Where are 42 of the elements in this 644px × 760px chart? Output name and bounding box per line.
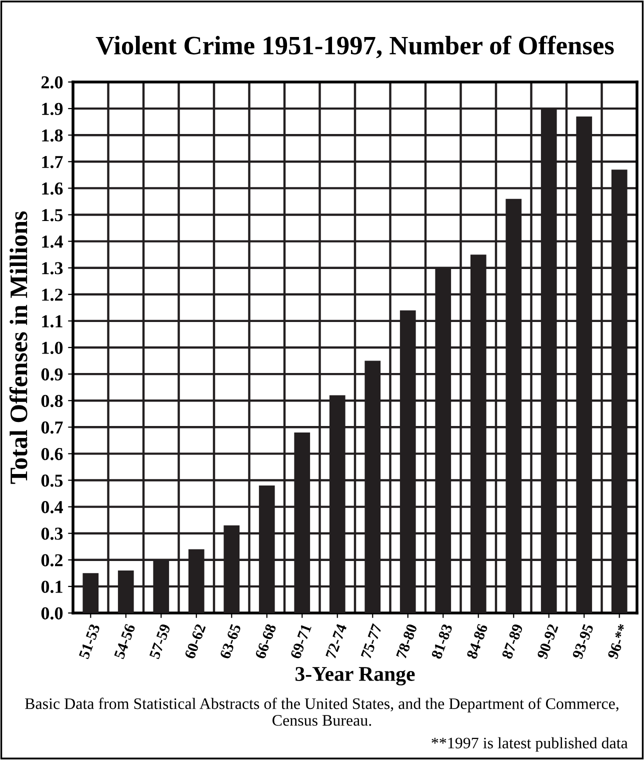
x-tick-label: 87-89 xyxy=(502,623,524,660)
y-tick-label: 1.4 xyxy=(42,236,63,248)
y-tick-label: 1.6 xyxy=(42,182,63,195)
y-tick-label: 0.7 xyxy=(41,421,63,434)
x-tick-label: 57-59 xyxy=(149,623,171,660)
x-tick-label: 69-71 xyxy=(290,624,312,660)
x-tick-label: 93-95 xyxy=(572,623,594,660)
y-tick-label: 2.0 xyxy=(41,76,63,89)
y-tick-label: 0.5 xyxy=(41,474,63,487)
text: Basic Data from Statistical Abstracts of the United States, and the Department of Commerce, Census Bureau. xyxy=(25,698,618,726)
y-tick-label: 1.1 xyxy=(42,315,62,328)
x-tick-label: 81-83 xyxy=(431,623,453,660)
x-tick-label: 66-68 xyxy=(254,623,276,660)
y-tick-label: 1.3 xyxy=(42,262,63,274)
y-tick-label: 1.5 xyxy=(42,209,63,222)
y-tick-label: 0.2 xyxy=(41,554,62,566)
x-tick-label: 72-74 xyxy=(326,623,347,660)
y-tick-label: 1.7 xyxy=(42,156,63,168)
x-tick-label: 90-92 xyxy=(536,623,558,660)
x-tick-label: 54-56 xyxy=(114,623,136,660)
y-tick-label: 0.4 xyxy=(41,501,63,514)
x-tick-label: 78-80 xyxy=(396,623,418,660)
y-tick-label: 1.0 xyxy=(42,342,63,354)
y-tick-label: 0.8 xyxy=(41,394,63,408)
y-tick-label: 0.0 xyxy=(41,607,63,620)
x-tick-label: 84-86 xyxy=(466,623,488,660)
x-tick-label: 60-62 xyxy=(184,623,206,660)
y-tick-label: 0.3 xyxy=(41,528,63,540)
text: **1997 is latest published data xyxy=(432,737,628,752)
y-tick-label: 0.1 xyxy=(41,580,62,593)
x-tick-label: 96-** xyxy=(607,623,629,660)
x-tick-label: 51-53 xyxy=(78,623,100,660)
x-axis-title: 3-Year Range xyxy=(296,667,415,686)
y-axis-title: Total Offenses in Millions xyxy=(9,211,28,484)
y-tick-label: 0.9 xyxy=(41,368,63,381)
x-tick-label: 75-77 xyxy=(360,623,382,660)
y-tick-label: 0.6 xyxy=(41,448,63,460)
y-tick-label: 1.8 xyxy=(42,129,63,142)
y-tick-label: 1.2 xyxy=(42,288,62,301)
x-tick-label: 63-65 xyxy=(220,623,242,660)
chart-title: Violent Crime 1951-1997, Number of Offenses xyxy=(96,36,614,58)
y-tick-label: 1.9 xyxy=(42,102,63,116)
